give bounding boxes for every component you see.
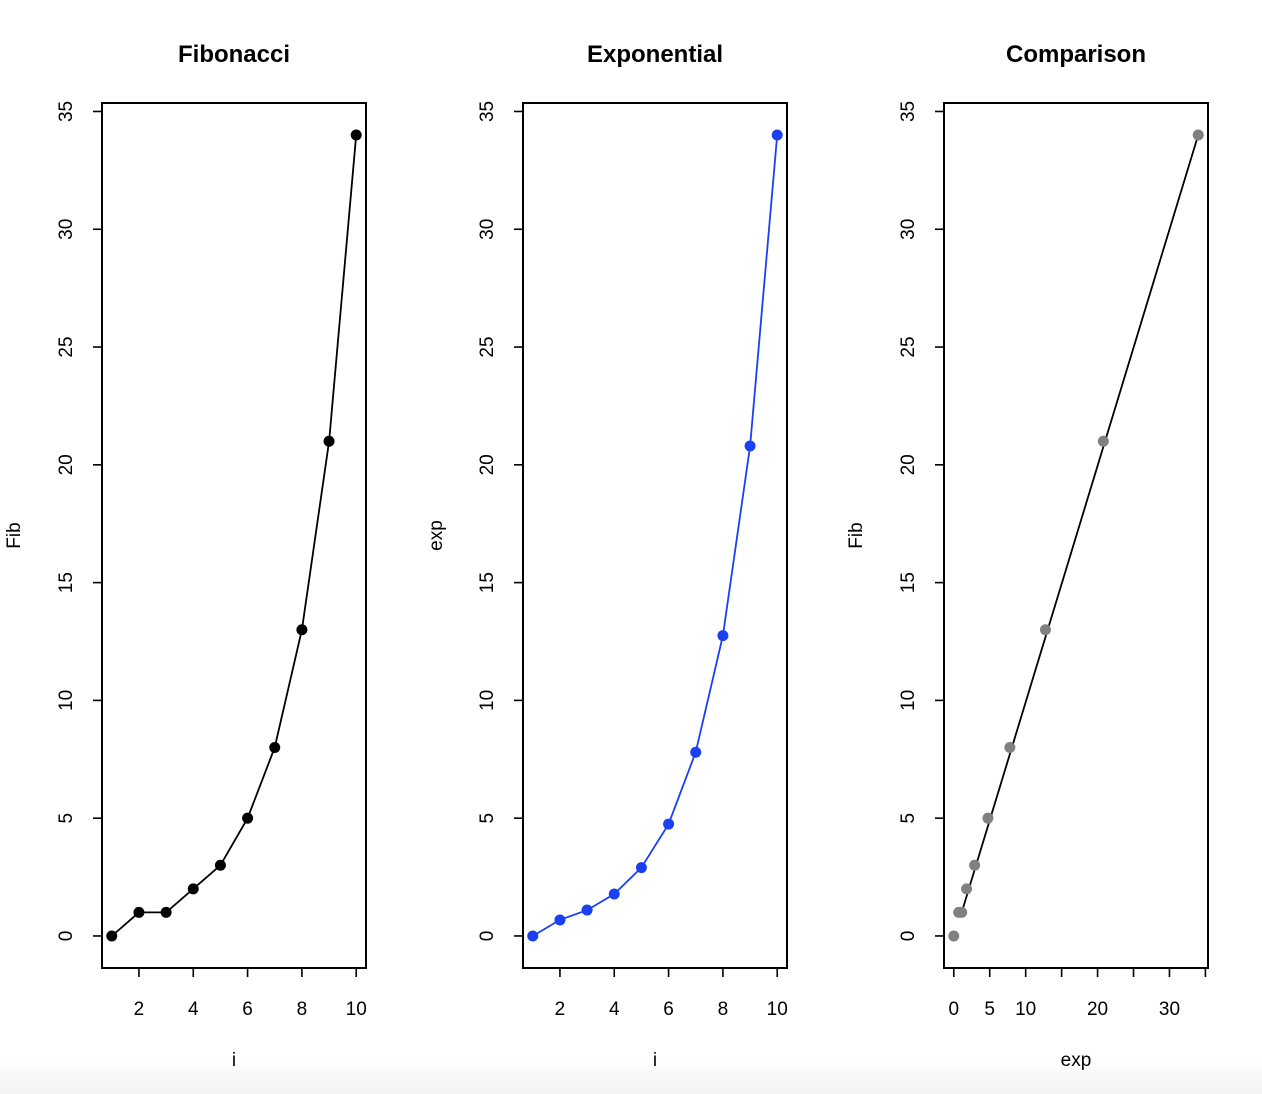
y-tick-label: 15 <box>477 572 498 593</box>
data-point <box>717 630 729 642</box>
y-tick-label: 5 <box>56 813 77 824</box>
y-tick-label: 5 <box>898 813 919 824</box>
y-tick-label: 20 <box>56 454 77 475</box>
y-tick-label: 25 <box>898 336 919 357</box>
plot-frame <box>522 102 788 969</box>
data-point <box>948 930 960 942</box>
data-point <box>269 742 281 754</box>
data-point <box>969 859 981 871</box>
x-axis-label: i <box>653 1050 657 1071</box>
data-point <box>663 818 675 830</box>
chart-title: Comparison <box>1006 41 1146 68</box>
y-tick-label: 20 <box>477 454 498 475</box>
x-tick-label: 2 <box>134 999 145 1020</box>
y-tick-label: 5 <box>477 813 498 824</box>
x-tick-label: 8 <box>297 999 308 1020</box>
data-point <box>214 859 226 871</box>
x-tick-label: 8 <box>718 999 729 1020</box>
y-tick-label: 25 <box>477 336 498 357</box>
data-point <box>160 906 172 918</box>
data-point <box>635 862 647 874</box>
data-point <box>961 883 973 895</box>
data-point <box>187 883 199 895</box>
data-point <box>296 624 308 636</box>
y-tick-label: 10 <box>898 690 919 711</box>
plot-frame <box>101 102 367 969</box>
y-tick-label: 0 <box>898 931 919 942</box>
x-tick-label: 5 <box>984 999 995 1020</box>
x-tick-label: 4 <box>188 999 199 1020</box>
fit-line <box>960 134 1200 913</box>
data-point <box>690 746 702 758</box>
y-axis-label: exp <box>426 520 447 551</box>
data-point <box>350 129 362 141</box>
x-tick-label: 20 <box>1087 999 1108 1020</box>
x-tick-label: 6 <box>663 999 674 1020</box>
data-point <box>956 906 968 918</box>
data-point <box>1004 742 1016 754</box>
x-tick-label: 10 <box>346 999 367 1020</box>
data-point <box>1039 624 1051 636</box>
panel-fibonacci: Fibonacci 2 4 6 8 10 0 5 10 15 20 25 30 35 i Fib <box>4 41 367 1071</box>
y-tick-label: 30 <box>56 219 77 240</box>
x-axis-label: exp <box>1061 1050 1092 1071</box>
y-tick-label: 35 <box>477 101 498 122</box>
y-tick-label: 10 <box>477 690 498 711</box>
data-point <box>527 930 539 942</box>
data-point <box>106 930 118 942</box>
data-point <box>744 440 756 452</box>
series-line <box>532 134 779 937</box>
x-tick-label: 0 <box>948 999 959 1020</box>
y-tick-label: 35 <box>56 101 77 122</box>
series-line <box>111 134 358 937</box>
x-tick-label: 30 <box>1159 999 1180 1020</box>
x-tick-label: 6 <box>242 999 253 1020</box>
data-point <box>242 812 254 824</box>
y-tick-label: 30 <box>477 219 498 240</box>
y-tick-label: 30 <box>898 219 919 240</box>
data-point <box>323 435 335 447</box>
y-tick-label: 25 <box>56 336 77 357</box>
panel-comparison: Comparison 0 5 10 20 30 0 5 10 15 20 25 30 35 exp Fib <box>846 41 1209 1071</box>
x-tick-label: 4 <box>609 999 620 1020</box>
x-tick-label: 2 <box>555 999 566 1020</box>
y-tick-label: 10 <box>56 690 77 711</box>
x-tick-label: 10 <box>1015 999 1036 1020</box>
y-tick-label: 0 <box>477 931 498 942</box>
x-tick-label: 10 <box>767 999 788 1020</box>
x-axis-label: i <box>232 1050 236 1071</box>
y-tick-label: 15 <box>56 572 77 593</box>
data-point <box>554 914 566 926</box>
y-tick-label: 20 <box>898 454 919 475</box>
data-point <box>982 812 994 824</box>
data-point <box>581 904 593 916</box>
panel-exponential: Exponential 2 4 6 8 10 0 5 10 15 20 25 30 35 i exp <box>426 41 788 1071</box>
data-point <box>1097 435 1109 447</box>
plot-frame <box>943 102 1209 969</box>
data-point <box>608 888 620 900</box>
data-point <box>133 906 145 918</box>
data-point <box>771 129 783 141</box>
chart-title: Fibonacci <box>178 41 290 68</box>
y-tick-label: 15 <box>898 572 919 593</box>
chart-title: Exponential <box>587 41 723 68</box>
y-axis-label: Fib <box>846 522 867 548</box>
y-tick-label: 0 <box>56 931 77 942</box>
data-point <box>1192 129 1204 141</box>
y-axis-label: Fib <box>4 522 25 548</box>
y-tick-label: 35 <box>898 101 919 122</box>
